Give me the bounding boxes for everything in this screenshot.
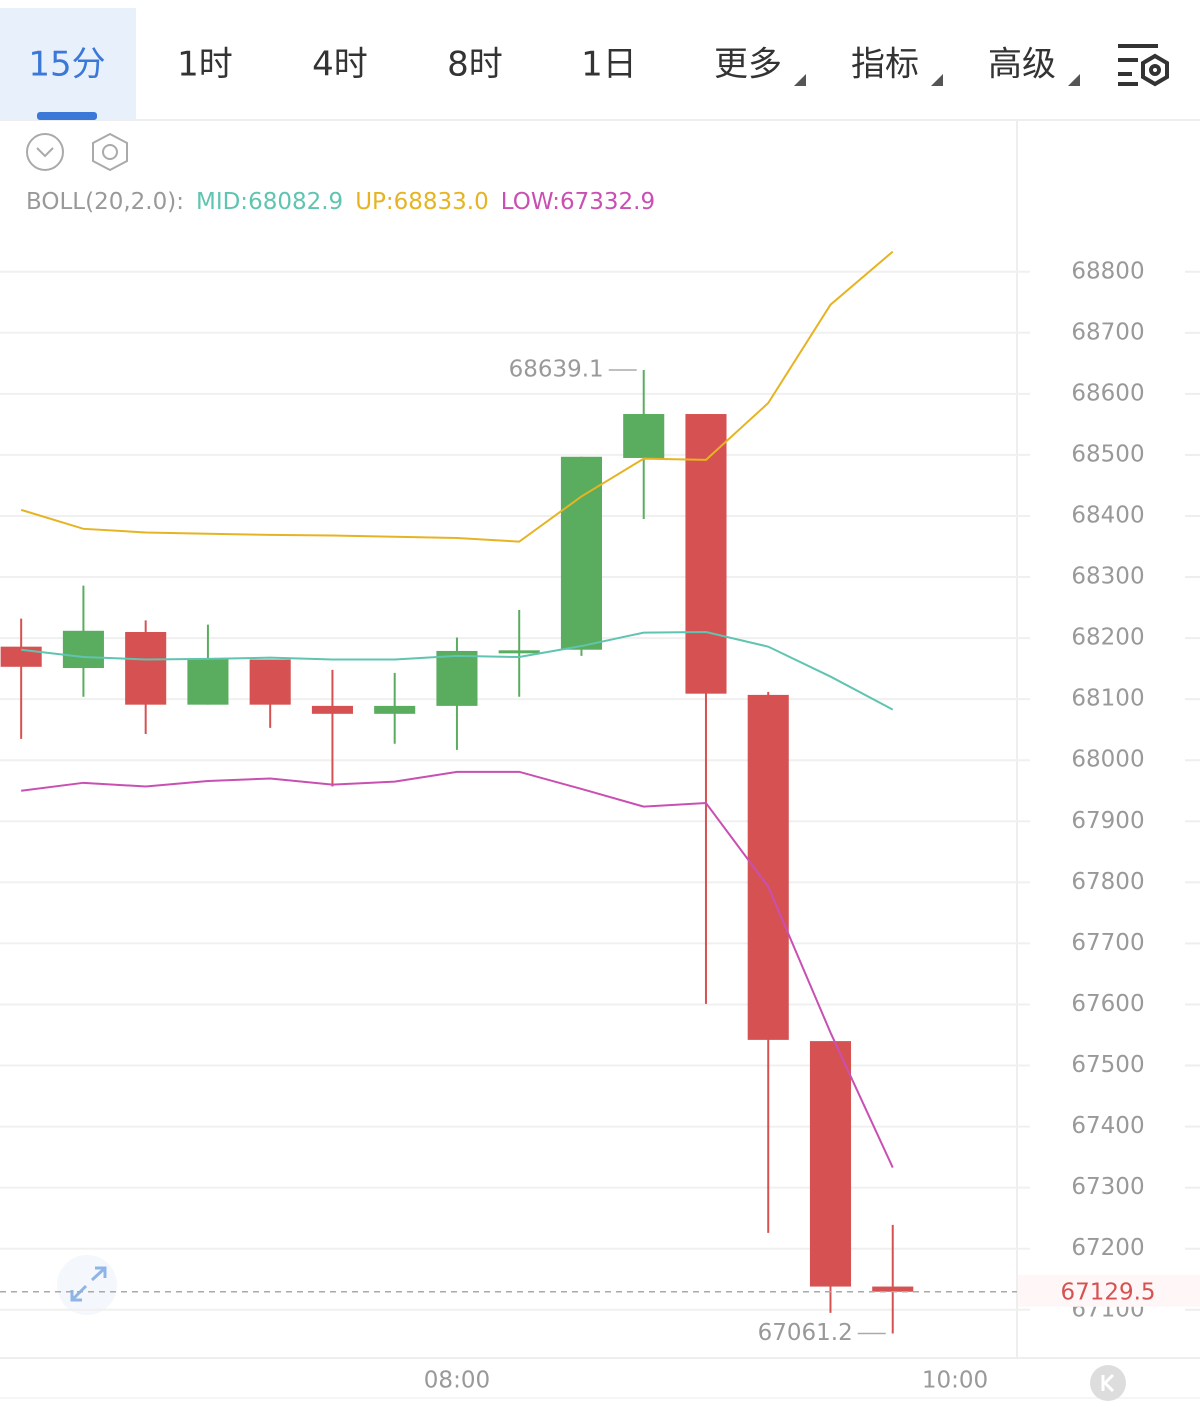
y-tick-label: 68700 bbox=[1071, 319, 1144, 345]
settings-icon[interactable] bbox=[1118, 44, 1169, 87]
indicator-header: BOLL(20,2.0): MID:68082.9 UP:68833.0 LOW:67… bbox=[26, 189, 655, 215]
tab[interactable]: 8时 bbox=[447, 45, 503, 85]
candle-body bbox=[311, 705, 353, 714]
y-tick-label: 67700 bbox=[1071, 930, 1144, 956]
legend-value: 67332.9 bbox=[560, 189, 655, 215]
tab-underline bbox=[37, 112, 97, 120]
y-tick-label: 68200 bbox=[1071, 625, 1144, 651]
legend-name: LOW: bbox=[501, 189, 560, 215]
candle-body bbox=[623, 414, 665, 458]
candle-body bbox=[125, 632, 167, 705]
boll-line bbox=[20, 250, 894, 543]
y-tick-label: 68600 bbox=[1071, 380, 1144, 406]
candle-body bbox=[872, 1286, 914, 1292]
legend-value: 68833.0 bbox=[394, 189, 489, 215]
candle-body bbox=[685, 414, 727, 694]
tab[interactable]: 1时 bbox=[177, 45, 233, 85]
boll-line bbox=[21, 770, 894, 1168]
y-tick-label: 68000 bbox=[1071, 747, 1144, 773]
candle-body bbox=[498, 650, 540, 654]
y-tick-label: 67200 bbox=[1071, 1235, 1144, 1261]
dropdown-arrow bbox=[794, 74, 806, 86]
tab[interactable]: 高级 bbox=[988, 45, 1056, 85]
candle-body bbox=[560, 456, 603, 650]
boll-line bbox=[21, 631, 894, 711]
candle-body bbox=[187, 659, 229, 705]
candle-body bbox=[0, 646, 42, 667]
candle-body bbox=[249, 659, 291, 705]
y-tick-label: 68100 bbox=[1071, 686, 1144, 712]
dropdown-arrow bbox=[931, 74, 943, 86]
y-tick-label: 68500 bbox=[1071, 441, 1144, 467]
legend-name: MID: bbox=[196, 189, 248, 215]
indicator-name: BOLL(20,2.0): bbox=[26, 189, 184, 215]
dropdown-arrow bbox=[1068, 74, 1080, 86]
y-tick-label: 68400 bbox=[1071, 502, 1144, 528]
y-tick-label: 67300 bbox=[1071, 1174, 1144, 1200]
tab[interactable]: 指标 bbox=[851, 45, 919, 85]
high-label: 68639.1 bbox=[509, 356, 604, 382]
y-tick-label: 67900 bbox=[1071, 808, 1144, 834]
x-tick-label: 10:00 bbox=[922, 1368, 988, 1394]
candle-body bbox=[436, 650, 478, 706]
legend-value: 68082.9 bbox=[248, 189, 343, 215]
last-price-tag bbox=[1018, 1274, 1200, 1307]
candle-body bbox=[809, 1041, 852, 1287]
y-tick-label: 68800 bbox=[1071, 258, 1144, 284]
candle-body bbox=[62, 630, 104, 669]
setting-hex-icon[interactable] bbox=[92, 132, 128, 172]
candle-body bbox=[374, 705, 416, 714]
logo-icon bbox=[1090, 1365, 1126, 1401]
legend-name: UP: bbox=[355, 189, 393, 215]
low-label: 67061.2 bbox=[758, 1320, 853, 1346]
collapse-icon[interactable] bbox=[26, 133, 64, 171]
y-tick-label: 67600 bbox=[1071, 991, 1144, 1017]
last-price-label: 67129.5 bbox=[1060, 1279, 1155, 1305]
tab[interactable]: 1日 bbox=[581, 45, 637, 85]
y-tick-label: 68300 bbox=[1071, 564, 1144, 590]
expand-icon[interactable] bbox=[57, 1255, 117, 1315]
tab[interactable]: 15分 bbox=[28, 45, 105, 85]
y-tick-label: 67400 bbox=[1071, 1113, 1144, 1139]
y-tick-label: 67500 bbox=[1071, 1052, 1144, 1078]
tab[interactable]: 更多 bbox=[714, 45, 782, 85]
y-tick-label: 67800 bbox=[1071, 869, 1144, 895]
tab-highlight bbox=[0, 8, 136, 120]
tab[interactable]: 4时 bbox=[312, 45, 368, 85]
plot: 6710067200673006740067500676006770067800… bbox=[0, 250, 1200, 1394]
x-tick-label: 08:00 bbox=[424, 1368, 490, 1394]
